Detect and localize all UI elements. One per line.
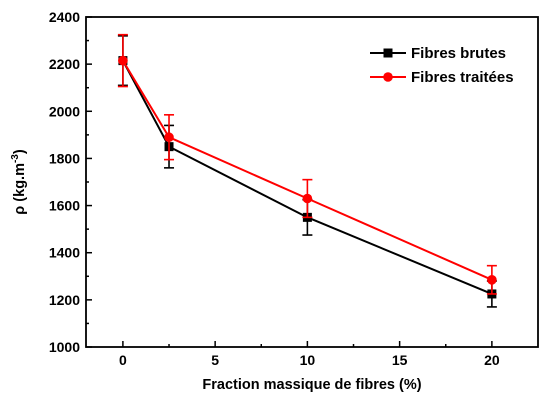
y-tick-label: 1000	[49, 339, 80, 355]
data-point-circle	[118, 55, 128, 66]
y-tick-label: 2000	[49, 103, 80, 119]
series-layer	[117, 33, 497, 308]
x-tick-label: 20	[484, 352, 500, 368]
series-line	[122, 60, 493, 281]
y-tick-label: 1800	[49, 150, 80, 166]
data-point-circle	[164, 132, 174, 143]
legend-label: Fibres brutes	[411, 45, 506, 62]
legend-marker-circle	[383, 72, 393, 82]
y-axis-ticks: 1000 1200 1400 1600 1800 2000 2200 2400	[49, 9, 92, 355]
y-tick-label: 2400	[49, 9, 80, 25]
series-line	[122, 60, 493, 295]
y-tick-label: 1600	[49, 198, 80, 214]
legend-marker-square	[383, 48, 393, 58]
x-tick-label: 5	[211, 352, 219, 368]
y-tick-label: 2200	[49, 56, 80, 72]
x-tick-label: 0	[119, 352, 127, 368]
x-tick-label: 15	[392, 352, 408, 368]
plot-frame	[85, 16, 539, 348]
y-tick-label: 1400	[49, 245, 80, 261]
x-axis-ticks: 0 5 10 15 20	[119, 341, 500, 368]
x-axis-title: Fraction massique de fibres (%)	[202, 377, 421, 393]
legend-label: Fibres traitées	[411, 69, 514, 86]
y-tick-label: 1200	[49, 292, 80, 308]
series-circle	[117, 33, 497, 295]
data-point-circle	[487, 275, 497, 285]
legend: Fibres brutes Fibres traitées	[370, 45, 514, 86]
y-axis-title: ρ (kg.m-3)	[10, 149, 28, 215]
data-point-circle	[302, 193, 313, 204]
x-tick-label: 10	[300, 352, 316, 368]
